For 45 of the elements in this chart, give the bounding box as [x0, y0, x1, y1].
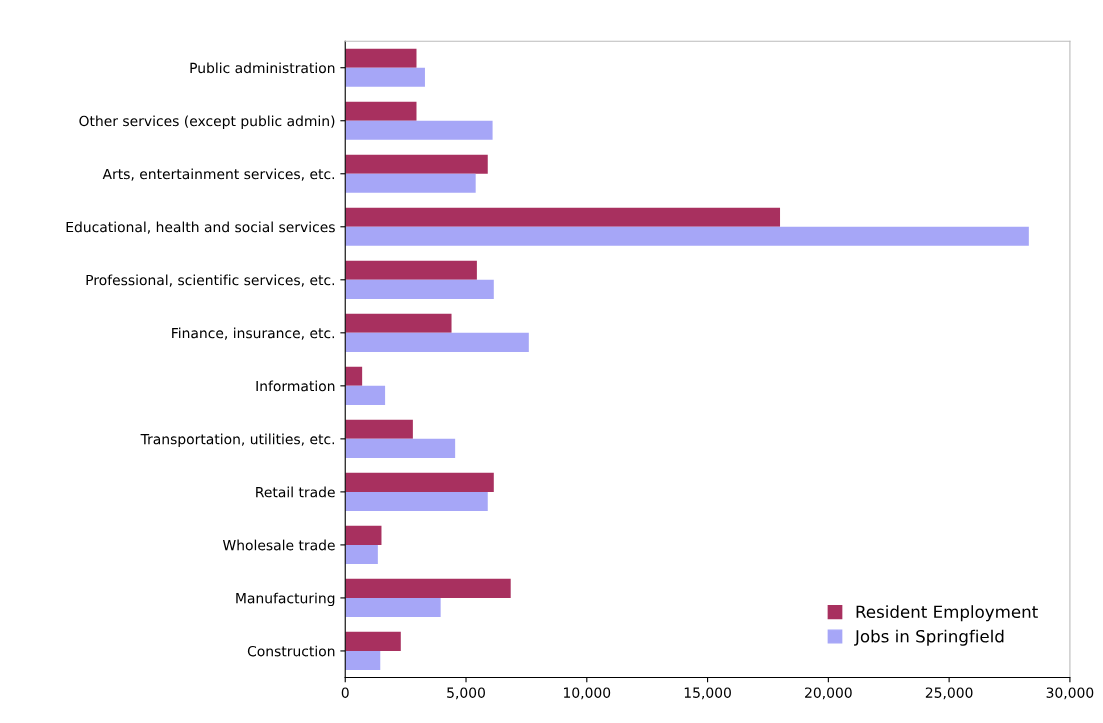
bar: [345, 366, 363, 386]
x-tick-label: 20,000: [805, 687, 852, 700]
legend-label: Jobs in Springfield: [854, 629, 1004, 646]
bar: [345, 438, 456, 458]
y-tick-label: Transportation, utilities, etc.: [140, 433, 335, 448]
bar: [345, 578, 511, 598]
y-tick-label: Arts, entertainment services, etc.: [102, 168, 335, 181]
legend-label: Resident Employment: [856, 605, 1038, 622]
bar: [345, 101, 417, 121]
bar: [345, 332, 529, 352]
y-tick-label: Other services (except public admin): [79, 115, 335, 129]
x-tick-label: 25,000: [925, 687, 973, 700]
y-tick-label: Finance, insurance, etc.: [172, 327, 335, 340]
bar: [345, 631, 401, 651]
bar: [345, 472, 494, 492]
bar: [345, 120, 493, 140]
bar: [345, 226, 1029, 246]
y-tick-label: Manufacturing: [236, 592, 335, 607]
y-tick-label: Public administration: [190, 62, 335, 74]
bar: [345, 385, 386, 405]
bar: [345, 154, 488, 174]
x-tick-label: 10,000: [564, 687, 611, 700]
bar: [345, 544, 378, 564]
y-tick-label: Retail trade: [256, 486, 335, 498]
x-tick-label: 15,000: [684, 687, 731, 700]
bar: [345, 207, 781, 227]
bar: [345, 313, 452, 333]
x-tick-label: 5,000: [447, 687, 485, 700]
y-tick-label: Educational, health and social services: [66, 221, 335, 234]
bar: [345, 525, 382, 545]
bar: [345, 260, 477, 280]
bar: [345, 491, 488, 511]
y-tick-label: Information: [256, 380, 335, 392]
y-tick-label: Professional, scientific services, etc.: [86, 274, 335, 287]
bar: [345, 419, 413, 439]
bar: [345, 67, 425, 87]
bar: [345, 597, 441, 618]
y-tick-label: Wholesale trade: [222, 539, 335, 551]
bar: [345, 650, 381, 671]
x-tick-label: 30,000: [1046, 687, 1094, 700]
bar: [345, 48, 417, 68]
bar: [345, 279, 494, 299]
y-tick-label: Construction: [247, 645, 335, 657]
x-tick-label: 0: [341, 687, 349, 698]
bar: [345, 173, 476, 193]
